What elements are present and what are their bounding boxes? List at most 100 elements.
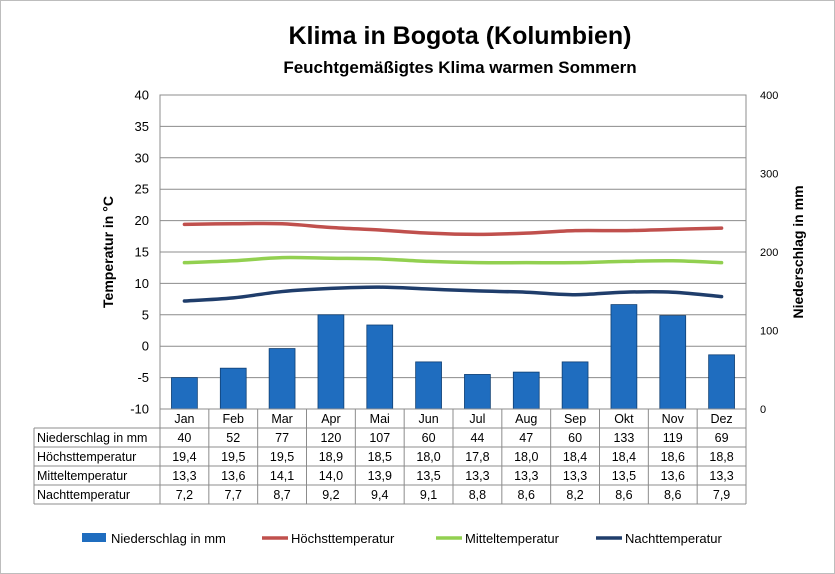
bar — [708, 354, 735, 410]
x-tick-label: Okt — [614, 412, 634, 426]
data-label: 133 — [613, 431, 634, 445]
data-label: 40 — [177, 431, 191, 445]
x-tick-label: Jun — [419, 412, 439, 426]
data-label: 9,2 — [322, 488, 339, 502]
table-row-label: Niederschlag in mm — [37, 431, 147, 445]
data-label: 44 — [470, 431, 484, 445]
data-label: 13,3 — [514, 469, 538, 483]
y2-tick-label: 100 — [760, 326, 778, 338]
y-tick-label: 15 — [135, 245, 149, 260]
y-tick-label: 20 — [135, 213, 149, 228]
x-tick-label: Mar — [271, 412, 293, 426]
data-label: 18,0 — [514, 450, 538, 464]
data-label: 18,5 — [368, 450, 392, 464]
data-label: 13,3 — [172, 469, 196, 483]
series-line — [182, 285, 724, 303]
data-label: 14,1 — [270, 469, 294, 483]
y2-tick-label: 400 — [760, 90, 778, 102]
bar — [268, 348, 296, 410]
data-label: 19,4 — [172, 450, 196, 464]
data-label: 19,5 — [221, 450, 245, 464]
data-label: 8,6 — [664, 488, 681, 502]
y-tick-label: 30 — [135, 150, 149, 165]
x-tick-label: Apr — [321, 412, 340, 426]
x-tick-label: Mai — [370, 412, 390, 426]
legend-swatch — [82, 533, 106, 542]
bar — [512, 371, 540, 410]
x-tick-label: Jan — [174, 412, 194, 426]
data-label: 13,3 — [465, 469, 489, 483]
data-label: 13,6 — [661, 469, 685, 483]
bar — [171, 377, 198, 410]
y-tick-label: 10 — [135, 276, 149, 291]
data-label: 7,2 — [176, 488, 193, 502]
x-tick-label: Sep — [564, 412, 586, 426]
table-row-label: Nachttemperatur — [37, 488, 130, 502]
y-tick-label: -10 — [130, 402, 149, 417]
x-tick-label: Feb — [222, 412, 244, 426]
bar — [561, 361, 589, 410]
data-label: 14,0 — [319, 469, 343, 483]
data-label: 17,8 — [465, 450, 489, 464]
y-tick-label: 35 — [135, 119, 149, 134]
data-label: 69 — [715, 431, 729, 445]
bar — [366, 324, 394, 410]
y-axis-title: Temperatur in °C — [100, 196, 116, 308]
data-label: 7,9 — [713, 488, 730, 502]
bar — [659, 315, 687, 410]
legend-label: Höchsttemperatur — [291, 531, 395, 546]
bar — [219, 367, 247, 410]
data-label: 13,3 — [563, 469, 587, 483]
data-label: 13,3 — [709, 469, 733, 483]
data-label: 107 — [369, 431, 390, 445]
y-tick-label: -5 — [137, 370, 149, 385]
bar — [415, 361, 442, 410]
series-line — [182, 221, 724, 237]
table-row-label: Höchsttemperatur — [37, 450, 136, 464]
data-label: 18,9 — [319, 450, 343, 464]
y2-tick-label: 300 — [760, 169, 778, 181]
x-tick-label: Nov — [662, 412, 685, 426]
data-label: 13,5 — [416, 469, 440, 483]
data-label: 8,6 — [518, 488, 535, 502]
data-label: 9,1 — [420, 488, 437, 502]
x-tick-label: Aug — [515, 412, 537, 426]
data-label: 60 — [422, 431, 436, 445]
legend-label: Nachttemperatur — [625, 531, 722, 546]
chart-subtitle: Feuchtgemäßigtes Klima warmen Sommern — [283, 58, 637, 77]
bar — [610, 304, 638, 410]
data-label: 8,6 — [615, 488, 632, 502]
data-label: 8,8 — [469, 488, 486, 502]
bar — [464, 374, 491, 410]
bar — [317, 314, 345, 410]
legend-label: Mitteltemperatur — [465, 531, 560, 546]
y-tick-label: 5 — [142, 307, 149, 322]
data-label: 13,6 — [221, 469, 245, 483]
data-label: 18,4 — [612, 450, 636, 464]
data-label: 60 — [568, 431, 582, 445]
y-tick-label: 0 — [142, 339, 149, 354]
data-label: 19,5 — [270, 450, 294, 464]
data-label: 119 — [663, 431, 683, 445]
data-label: 47 — [519, 431, 533, 445]
data-label: 18,0 — [416, 450, 440, 464]
y2-tick-label: 200 — [760, 247, 778, 259]
data-label: 9,4 — [371, 488, 388, 502]
data-label: 18,4 — [563, 450, 587, 464]
data-label: 77 — [275, 431, 289, 445]
data-label: 8,7 — [273, 488, 290, 502]
x-tick-label: Jul — [469, 412, 485, 426]
data-label: 120 — [320, 431, 341, 445]
data-label: 18,6 — [661, 450, 685, 464]
data-label: 18,8 — [709, 450, 733, 464]
data-label: 13,5 — [612, 469, 636, 483]
y-tick-label: 25 — [135, 182, 149, 197]
data-label: 13,9 — [368, 469, 392, 483]
y2-axis-title: Niederschlag in mm — [790, 185, 806, 318]
y-tick-label: 40 — [135, 88, 149, 103]
series-line — [182, 255, 724, 265]
legend-label: Niederschlag in mm — [111, 531, 226, 546]
data-label: 8,2 — [566, 488, 583, 502]
data-label: 52 — [226, 431, 240, 445]
